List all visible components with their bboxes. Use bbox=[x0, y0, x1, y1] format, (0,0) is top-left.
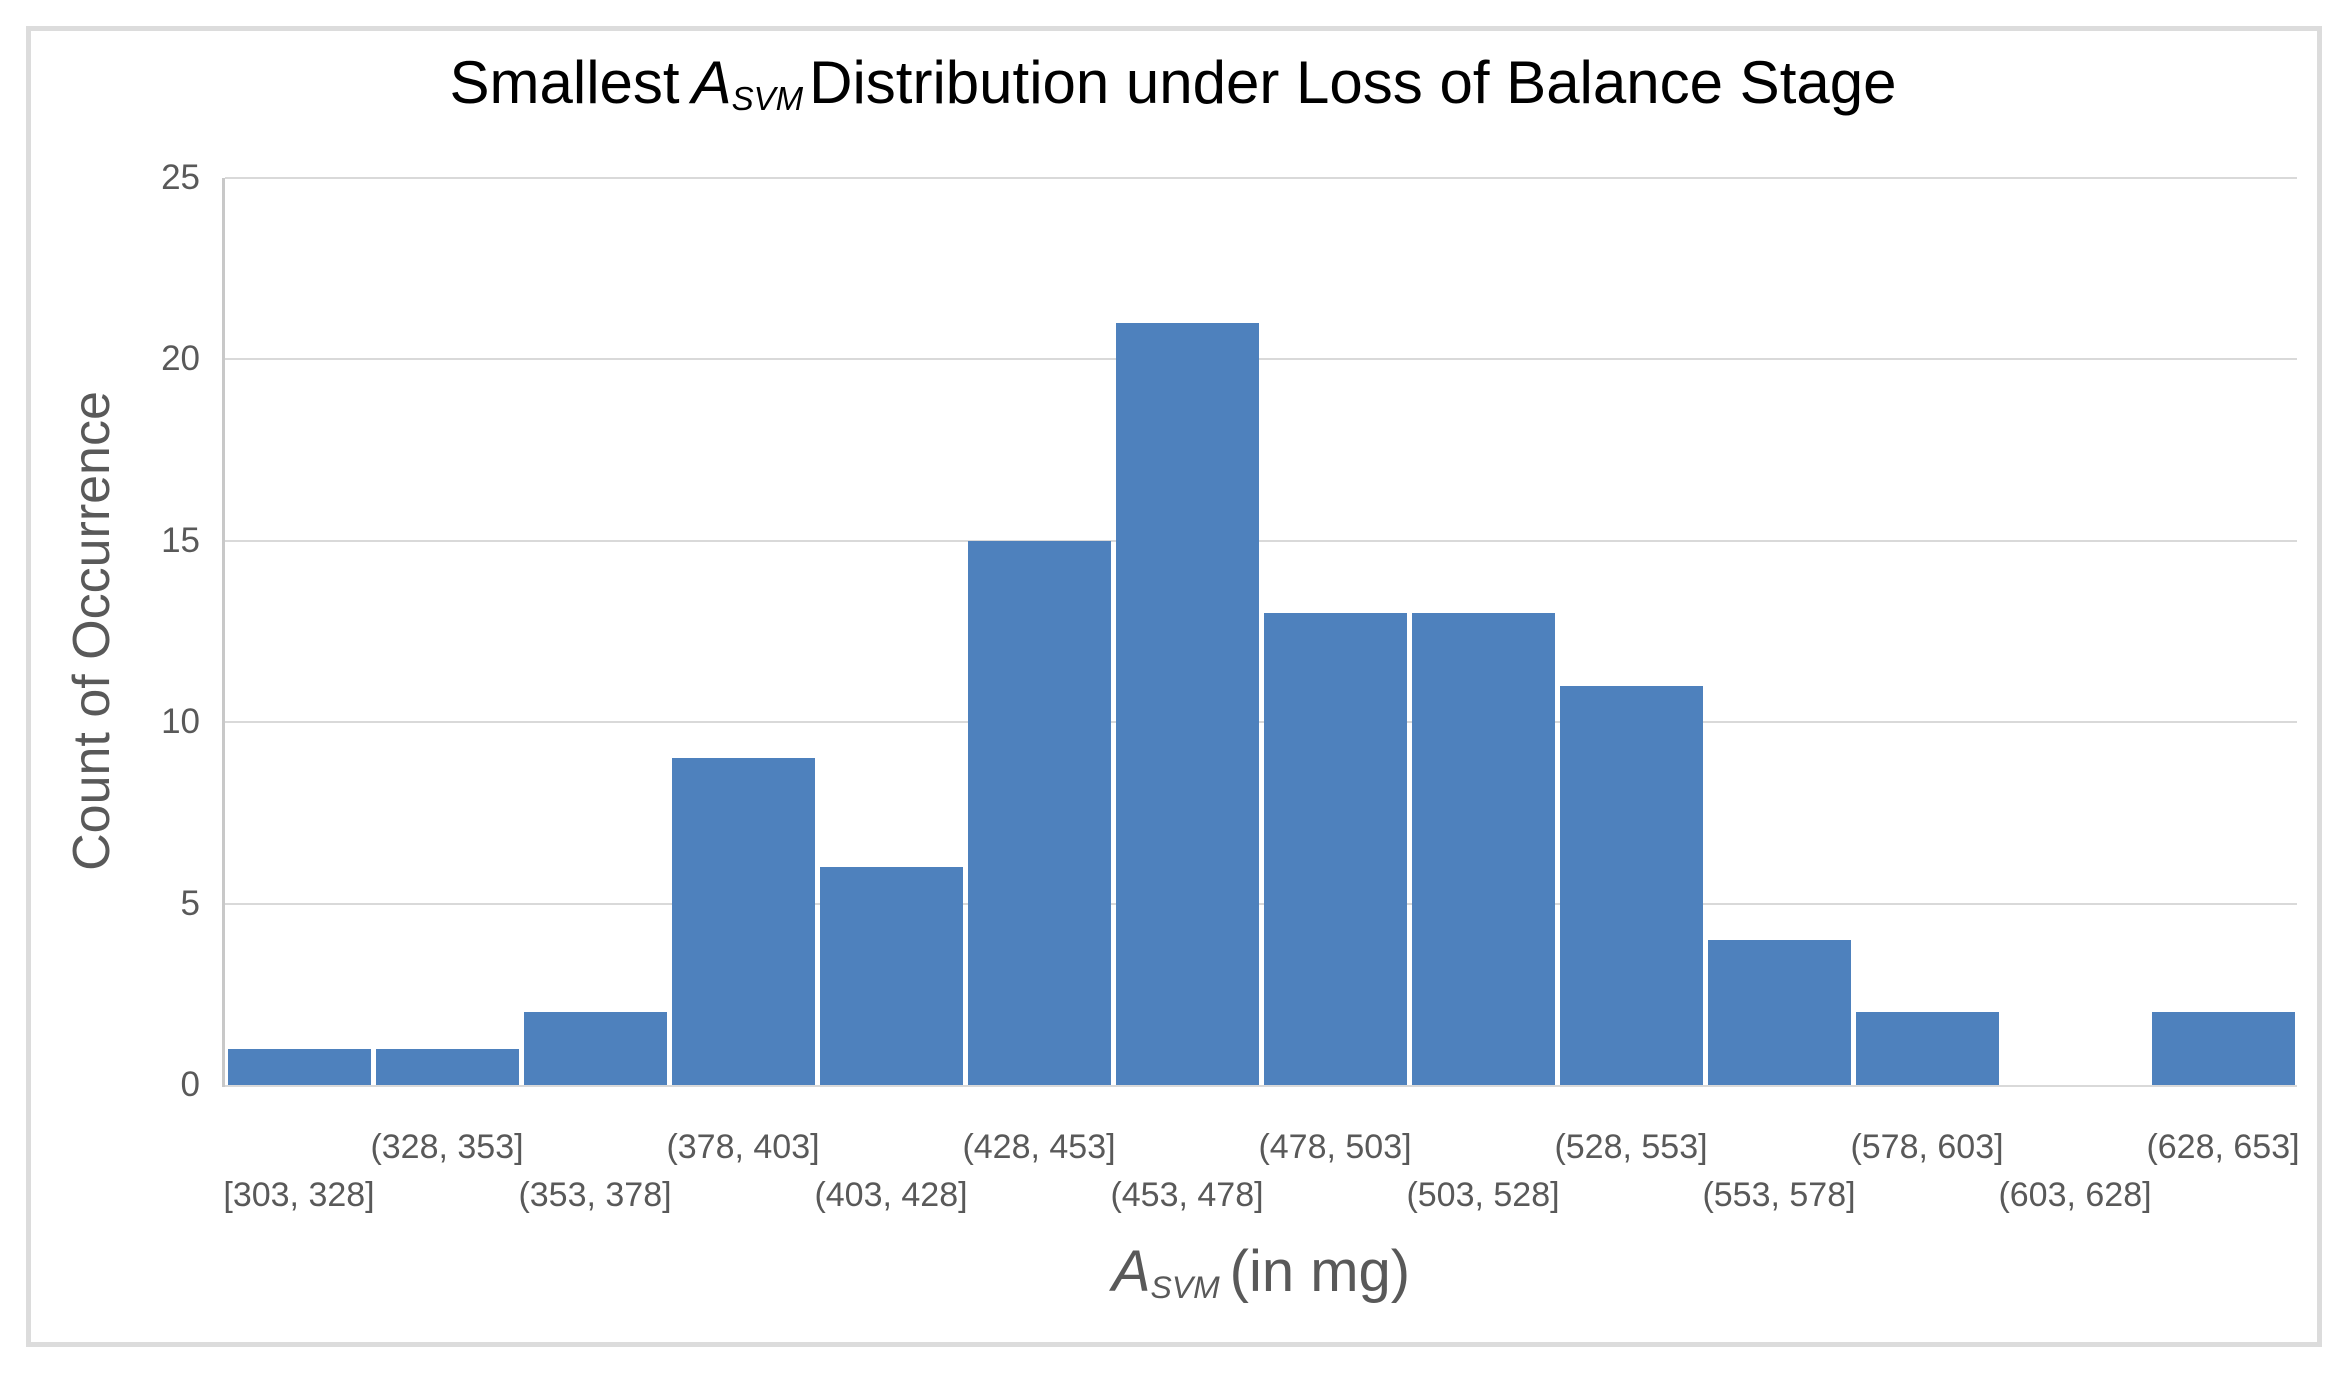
chart-title: Smallest ASVM Distribution under Loss of B… bbox=[0, 48, 2346, 117]
x-axis-title-subscript: SVM bbox=[1150, 1269, 1220, 1306]
x-axis-title-variable: A bbox=[1111, 1239, 1151, 1304]
x-bin-label-[303, 328]: [303, 328] bbox=[223, 1176, 375, 1214]
chart-title-subscript: SVM bbox=[731, 80, 804, 118]
histogram-bar-(453, 478] bbox=[1115, 323, 1259, 1085]
gridline-y-5 bbox=[225, 902, 2297, 905]
histogram-bar-(353, 378] bbox=[523, 1012, 667, 1085]
histogram-bar-(328, 353] bbox=[375, 1048, 519, 1085]
y-tick-label-15: 15 bbox=[161, 520, 200, 560]
y-axis-tick-labels: 0 5 10 15 20 25 bbox=[0, 158, 200, 1104]
histogram-bar-(403, 428] bbox=[819, 867, 963, 1085]
chart-title-suffix: Distribution under Loss of Balance Stage bbox=[809, 49, 1897, 116]
x-bin-label-(478, 503]: (478, 503] bbox=[1258, 1128, 1412, 1166]
y-axis-line bbox=[222, 178, 225, 1087]
histogram-bar-(528, 553] bbox=[1559, 685, 1703, 1085]
x-bin-label-(378, 403]: (378, 403] bbox=[666, 1128, 820, 1166]
chart-title-prefix: Smallest bbox=[449, 49, 680, 116]
histogram-bar-(378, 403] bbox=[671, 758, 815, 1085]
plot-area bbox=[222, 177, 2297, 1087]
histogram-bar-(578, 603] bbox=[1855, 1012, 1999, 1085]
x-bin-label-(528, 553]: (528, 553] bbox=[1554, 1128, 1708, 1166]
gridline-y-20 bbox=[225, 358, 2297, 361]
x-axis-title-suffix: (in mg) bbox=[1229, 1239, 1411, 1304]
gridline-y-25 bbox=[225, 177, 2297, 179]
x-bin-label-(453, 478]: (453, 478] bbox=[1110, 1176, 1264, 1214]
x-bin-label-(628, 653]: (628, 653] bbox=[2146, 1128, 2300, 1166]
x-bin-label-(353, 378]: (353, 378] bbox=[518, 1176, 672, 1214]
x-axis-baseline bbox=[225, 1085, 2297, 1087]
x-bin-label-(403, 428]: (403, 428] bbox=[814, 1176, 968, 1214]
histogram-bar-[303, 328] bbox=[227, 1048, 371, 1085]
x-bin-label-(428, 453]: (428, 453] bbox=[962, 1128, 1116, 1166]
histogram-bar-(478, 503] bbox=[1263, 613, 1407, 1085]
gridline-y-10 bbox=[225, 721, 2297, 724]
chart-title-variable: A bbox=[691, 49, 732, 116]
histogram-bar-(628, 653] bbox=[2151, 1012, 2295, 1085]
x-bin-label-(553, 578]: (553, 578] bbox=[1702, 1176, 1856, 1214]
gridline-y-15 bbox=[225, 539, 2297, 542]
x-bin-label-(503, 528]: (503, 528] bbox=[1406, 1176, 1560, 1214]
histogram-bar-(553, 578] bbox=[1707, 939, 1851, 1085]
histogram-bar-(428, 453] bbox=[967, 540, 1111, 1085]
y-tick-label-10: 10 bbox=[161, 702, 200, 742]
x-bin-label-(328, 353]: (328, 353] bbox=[370, 1128, 524, 1166]
x-axis-title: ASVM (in mg) bbox=[225, 1238, 2297, 1305]
y-tick-label-20: 20 bbox=[161, 339, 200, 379]
figure-frame bbox=[26, 26, 2322, 1347]
x-bin-label-(578, 603]: (578, 603] bbox=[1850, 1128, 2004, 1166]
y-tick-label-25: 25 bbox=[161, 158, 200, 197]
y-tick-label-0: 0 bbox=[180, 1065, 200, 1104]
histogram-bar-(503, 528] bbox=[1411, 613, 1555, 1085]
x-bin-label-(603, 628]: (603, 628] bbox=[1998, 1176, 2152, 1214]
y-tick-label-5: 5 bbox=[180, 883, 200, 923]
